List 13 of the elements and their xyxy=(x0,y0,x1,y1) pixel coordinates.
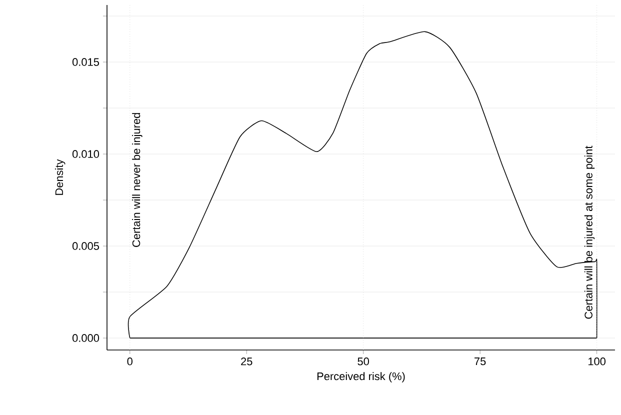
x-tick-label: 100 xyxy=(588,358,606,366)
x-tick-label: 75 xyxy=(474,358,486,366)
y-axis-title: Density xyxy=(55,159,66,195)
ref-line-label: Certain will be injured at some point xyxy=(584,146,595,319)
y-tick-label: 0.005 xyxy=(72,242,100,250)
x-axis-title: Perceived risk (%) xyxy=(317,372,405,382)
y-tick-label: 0.000 xyxy=(72,334,100,342)
y-tick-label: 0.010 xyxy=(72,150,100,158)
x-tick-label: 0 xyxy=(127,358,132,366)
y-tick-label: 0.015 xyxy=(72,58,100,66)
ref-line-label: Certain will never be injured xyxy=(132,113,142,247)
x-tick-label: 25 xyxy=(241,358,252,366)
x-tick-label: 50 xyxy=(358,358,369,366)
